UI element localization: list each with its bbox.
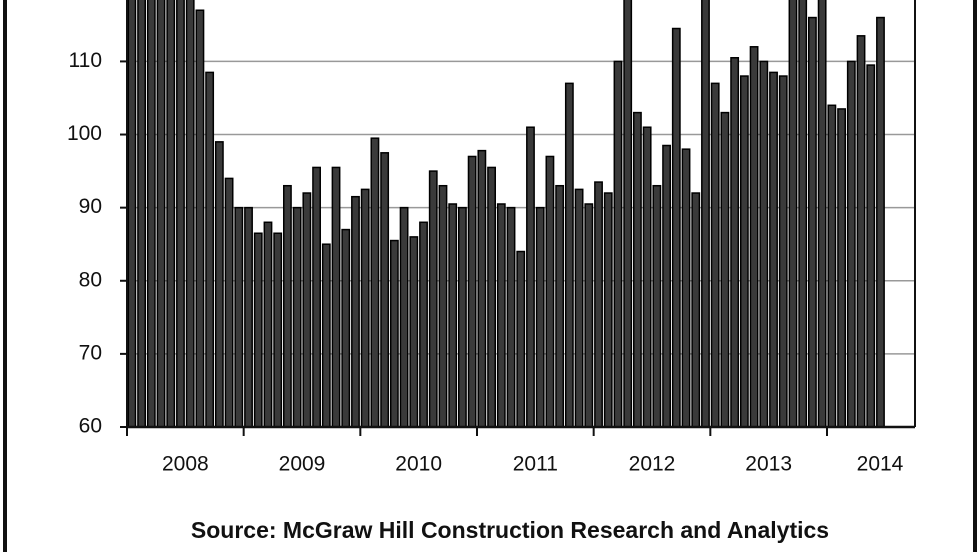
bar [448,203,458,427]
y-tick-label: 100 [67,122,102,145]
bar [389,239,399,427]
y-tick-label: 80 [79,268,102,291]
bar [467,155,477,427]
bar [205,71,215,427]
bar [156,0,166,427]
bars [127,0,885,427]
y-tick-label: 90 [79,195,102,218]
bar [302,192,312,427]
bar [137,0,146,427]
bar [710,82,720,427]
bar [370,137,380,427]
x-group-label: 2013 [745,453,792,476]
bar [749,46,759,427]
bar [856,35,866,427]
source: Source: McGraw Hill Construction Researc… [191,517,829,543]
bar [195,9,205,427]
bar [351,195,360,427]
bar [671,27,681,427]
bar [506,206,516,427]
bar [701,0,710,427]
bar [224,177,234,427]
bar [623,0,633,427]
bar [730,57,740,427]
bar [778,75,788,427]
bar [817,0,827,427]
bar [360,188,370,427]
bar [253,232,263,427]
bar [496,203,506,427]
x-group-label: 2009 [279,453,326,476]
bar [399,206,409,427]
bar [477,149,487,427]
bar [166,0,176,427]
bar [526,126,535,427]
bar [681,148,691,427]
bar [312,166,321,427]
bar [273,232,283,427]
x-group-label: 2008 [162,453,209,476]
bar [613,60,623,427]
bar [788,0,798,427]
bar [866,64,876,427]
bar [341,228,351,427]
bar [584,203,594,427]
bar [564,82,574,427]
bar [837,108,846,427]
bar [419,221,428,427]
bar [642,126,652,427]
bar [438,184,448,427]
bar [769,71,778,427]
bar [662,144,671,427]
bar [487,166,496,427]
bar [827,104,837,427]
bar [185,0,195,427]
bar [176,0,185,427]
bar [516,250,526,427]
bar [535,206,545,427]
x-group-label: 2011 [513,453,558,476]
bar [545,155,555,427]
x-group-label: 2012 [629,453,676,476]
bar [283,184,292,427]
bar [214,141,224,427]
y-tick-label: 70 [79,341,102,364]
bar [798,0,808,427]
bar [594,181,603,427]
bar [846,60,856,427]
bar [652,184,662,427]
bar [876,16,885,427]
bar [720,111,730,427]
bar [759,60,769,427]
bar [263,221,273,427]
bar [234,206,244,427]
bar [808,16,817,427]
bar [292,206,302,427]
x-group-label: 2010 [395,453,442,476]
x-group-label: 2014 [857,453,904,476]
bar [321,243,331,427]
bar [428,170,438,427]
bar [574,188,584,427]
bar [633,111,642,427]
bar [331,166,341,427]
bar [409,236,419,427]
bar [127,0,137,427]
bar [739,75,749,427]
bar [691,192,701,427]
bar [603,192,613,427]
bar [458,206,467,427]
y-tick-label: 60 [79,415,102,438]
bar [380,152,390,427]
bar [244,206,253,427]
bar [555,184,565,427]
bar [146,0,156,427]
y-tick-label: 110 [69,49,102,72]
